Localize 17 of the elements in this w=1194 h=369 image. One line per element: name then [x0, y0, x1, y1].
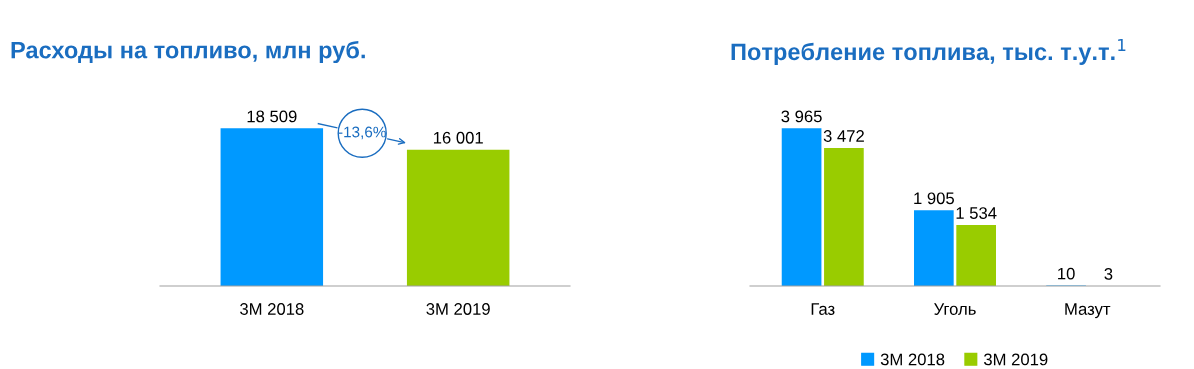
chart-title: Расходы на топливо, млн руб. — [11, 40, 365, 64]
data-label: 3 472 — [823, 130, 864, 142]
data-label: 3 — [1104, 268, 1113, 280]
x-tick-label: 3M 2019 — [426, 303, 490, 315]
data-label: 3 965 — [781, 110, 822, 123]
data-label: 10 — [1058, 267, 1075, 280]
x-tick-label: Мазут — [1065, 303, 1111, 319]
data-label: 1 905 — [914, 192, 954, 205]
x-tick-label: Газ — [811, 303, 835, 315]
x-tick-label: 3M 2018 — [240, 303, 304, 315]
x-tick-label: Уголь — [934, 303, 976, 315]
legend-label: 3M 2018 — [880, 353, 945, 366]
data-label: 1 534 — [956, 207, 997, 219]
data-label: 16 001 — [433, 131, 483, 144]
legend-label: 3M 2019 — [983, 353, 1048, 366]
data-label: 18 509 — [247, 110, 297, 123]
chart-title: Потребление топлива, тыс. т.у.т.$^{1}$ — [731, 38, 1126, 65]
